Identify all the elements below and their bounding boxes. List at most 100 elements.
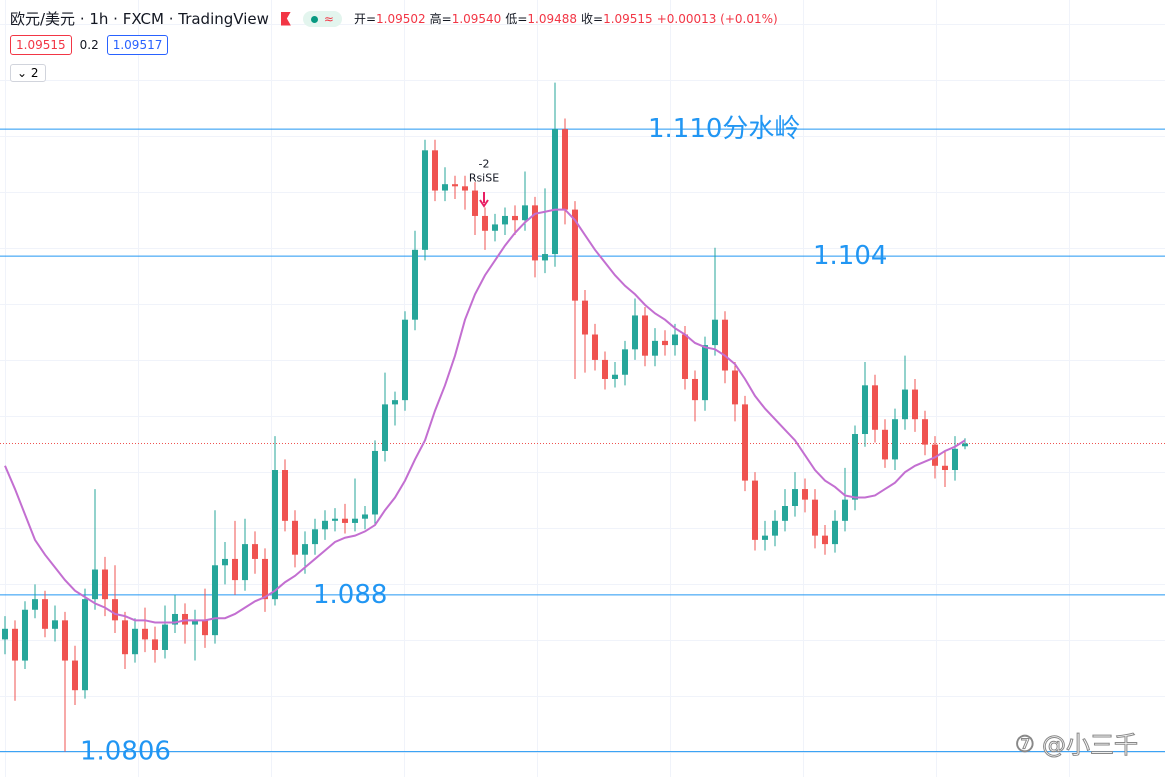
candle-body: [942, 465, 948, 471]
candle-body: [702, 345, 708, 401]
candle-body: [772, 520, 778, 536]
candle-body: [42, 599, 48, 629]
watermark: @小三千: [1042, 731, 1138, 759]
legend-label: 收=: [581, 12, 604, 26]
buy-price[interactable]: 1.09517: [106, 35, 169, 55]
candle-body: [462, 186, 468, 191]
candle-body: [392, 400, 398, 405]
candle-body: [962, 443, 968, 447]
candle-body: [332, 518, 338, 521]
candle-body: [792, 489, 798, 507]
candle-body: [692, 378, 698, 401]
candle-body: [152, 639, 158, 650]
collapsed-count: 2: [30, 66, 39, 80]
candle-body: [122, 620, 128, 655]
candle-body: [592, 334, 598, 360]
candle-body: [732, 370, 738, 405]
candle-body: [112, 599, 118, 621]
candle-body: [952, 448, 958, 471]
level-label: 1.0806: [80, 737, 171, 767]
candle-body: [232, 558, 238, 581]
candle-body: [202, 620, 208, 636]
candle-body: [742, 404, 748, 481]
moving-average: [4, 208, 966, 624]
candle-body: [712, 319, 718, 346]
legend-label: 开=: [353, 12, 376, 26]
candle-body: [92, 569, 98, 600]
candle-body: [162, 624, 168, 650]
candle-body: [482, 215, 488, 231]
candle-body: [422, 150, 428, 250]
candle-body: [82, 599, 88, 691]
candle-body: [882, 429, 888, 460]
candle-body: [402, 319, 408, 401]
candle-body: [2, 628, 8, 640]
flag-icon[interactable]: [280, 11, 291, 26]
candle-body: [32, 599, 38, 610]
trade-boxes: 1.09515 0.2 1.09517: [10, 35, 169, 55]
candle-body: [582, 300, 588, 335]
level-label: 1.088: [313, 580, 387, 610]
legend-value: 1.09488: [527, 12, 577, 26]
candle-body: [822, 535, 828, 545]
candle-body: [192, 620, 198, 625]
candle-body: [292, 520, 298, 555]
candle-body: [552, 129, 558, 255]
candle-body: [802, 489, 808, 500]
candle-body: [782, 506, 788, 521]
candle-body: [852, 434, 858, 500]
status-pill[interactable]: ≈: [302, 10, 342, 27]
candle-body: [892, 419, 898, 460]
watermark-icon: ⑦: [1015, 733, 1035, 758]
candle-body: [872, 385, 878, 430]
candle-body: [262, 558, 268, 600]
ohlc-legend: 开=1.09502 高=1.09540 低=1.09488 收=1.09515 +0.0…: [354, 10, 782, 27]
candle-body: [842, 499, 848, 521]
candle-body: [512, 215, 518, 221]
spread: 0.2: [79, 38, 99, 52]
candle-body: [932, 444, 938, 466]
level-label: 1.104: [813, 241, 887, 271]
candle-body: [612, 374, 618, 379]
candle-body: [542, 254, 548, 261]
candle-body: [832, 520, 838, 545]
candle-body: [342, 518, 348, 523]
candle-body: [632, 315, 638, 350]
collapse-button[interactable]: ⌄ 2: [10, 64, 46, 82]
sell-price[interactable]: 1.09515: [10, 35, 72, 55]
candle-body: [222, 558, 228, 566]
legend-value: +0.00013 (+0.01%): [656, 12, 778, 26]
candle-body: [862, 385, 868, 435]
candle-body: [22, 609, 28, 661]
candle-body: [252, 544, 258, 559]
candle-body: [662, 340, 668, 346]
candle-body: [282, 470, 288, 521]
legend-value: 1.09502: [376, 12, 426, 26]
candle-body: [362, 514, 368, 519]
candle-body: [642, 315, 648, 356]
candle-body: [322, 520, 328, 530]
candle-body: [902, 389, 908, 420]
symbol-title: 欧元/美元 · 1h · FXCM · TradingView: [10, 10, 269, 28]
candle-body: [312, 529, 318, 545]
candle-body: [382, 404, 388, 451]
legend-label: 低=: [505, 12, 528, 26]
candle-body: [532, 205, 538, 261]
candle-body: [242, 544, 248, 581]
candle-body: [522, 205, 528, 221]
candle-body: [102, 569, 108, 600]
candle-body: [172, 613, 178, 625]
candle-body: [142, 628, 148, 640]
candle-body: [272, 470, 278, 600]
signal-name: RsiSE: [469, 172, 499, 185]
candle-body: [812, 499, 818, 536]
candle-body: [72, 660, 78, 691]
candle-body: [472, 190, 478, 216]
signal-quantity: -2: [479, 158, 490, 171]
candle-body: [502, 215, 508, 225]
candle-body: [572, 209, 578, 301]
candle-body: [762, 535, 768, 540]
candle-body: [302, 544, 308, 555]
